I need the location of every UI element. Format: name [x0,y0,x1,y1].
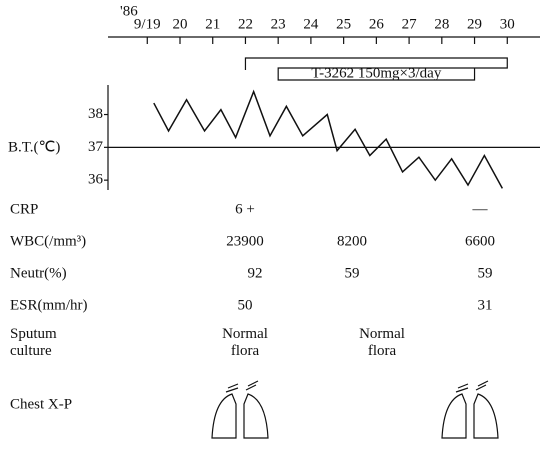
row-label: Chest X-P [10,396,72,412]
cell: 31 [478,297,493,313]
x-tick-label: 28 [434,16,449,32]
y-tick-label: 36 [88,172,104,188]
row-label: WBC(/mm³) [10,233,86,249]
chest-xray-sketch [441,380,499,439]
x-tick-label: 30 [500,16,515,32]
cell: — [472,201,489,217]
x-tick-label: 20 [173,16,188,32]
row-label: culture [10,343,52,359]
cell: 59 [478,265,493,281]
row-label: Sputum [10,326,57,342]
treatment-label: T-3262 150mg×3/day [311,65,441,81]
x-tick-label: 26 [369,16,385,32]
cell: Normal [359,326,405,342]
cell: 59 [345,265,360,281]
x-tick-label: 25 [336,16,351,32]
y-tick-label: 37 [88,139,104,155]
x-tick-label: 22 [238,16,253,32]
temperature-line [153,89,504,189]
chest-xray-sketch [211,380,269,439]
x-tick-label: 21 [205,16,220,32]
cell: 92 [248,265,263,281]
x-tick-label: 24 [303,16,319,32]
cell: 8200 [337,233,367,249]
x-tick-label: 9/19 [134,16,161,32]
year-label: '86 [120,3,138,19]
cell: Normal [222,326,268,342]
cell: flora [231,343,260,359]
row-label: CRP [10,201,38,217]
row-label: Neutr(%) [10,265,67,281]
y-axis-label: B.T.(℃) [8,139,60,155]
cell: 6 + [235,201,255,217]
x-tick-label: 29 [467,16,482,32]
x-tick-label: 27 [402,16,418,32]
cell: 23900 [226,233,264,249]
cell: 50 [238,297,253,313]
y-tick-label: 38 [88,106,103,122]
x-tick-label: 23 [271,16,286,32]
cell: 6600 [465,233,495,249]
cell: flora [368,343,397,359]
row-label: ESR(mm/hr) [10,297,88,313]
treatment-bar [244,57,508,81]
